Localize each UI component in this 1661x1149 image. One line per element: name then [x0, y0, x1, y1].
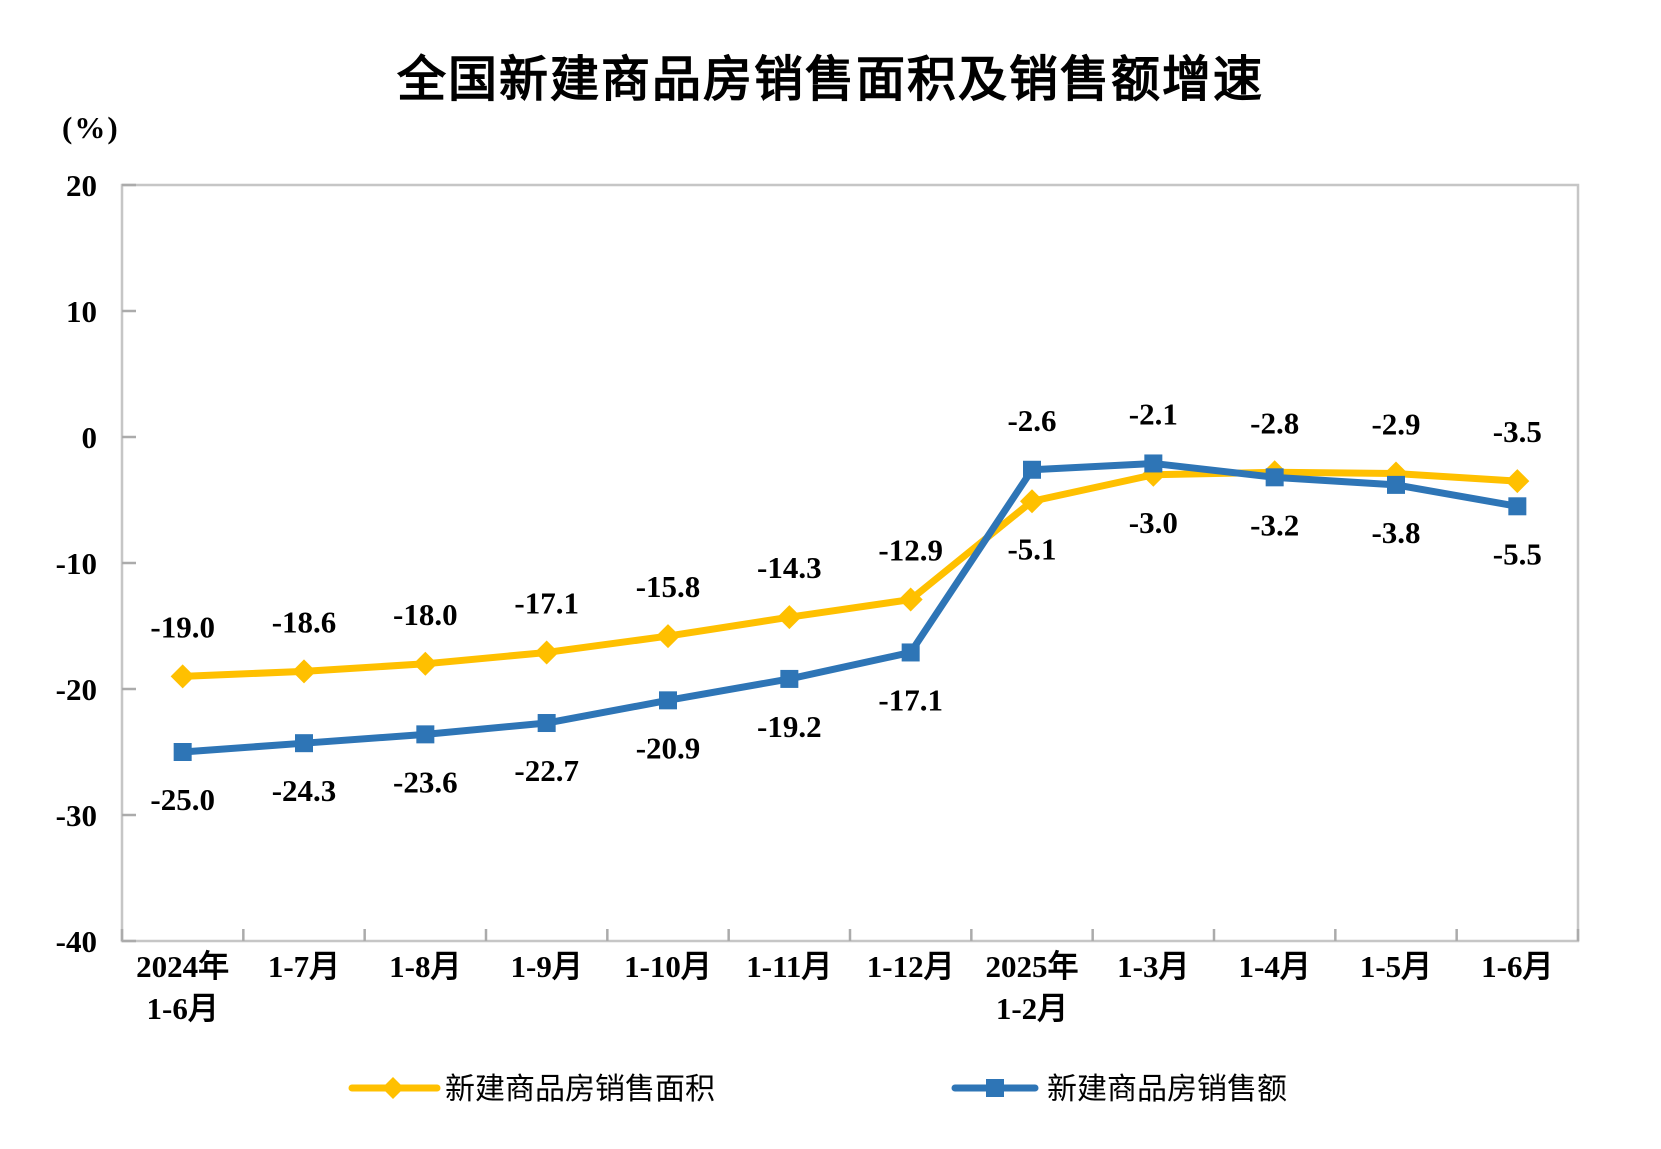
marker-square	[780, 669, 799, 688]
y-axis-tick-label: -10	[56, 546, 97, 581]
y-axis-tick-label: 20	[66, 168, 97, 203]
marker-square	[295, 734, 313, 753]
x-axis-label: 1-3月	[1117, 949, 1189, 984]
y-axis-tick-label: 10	[66, 294, 97, 329]
y-axis-tick-label: -20	[56, 672, 97, 707]
x-axis-label: 1-12月	[867, 949, 955, 984]
data-label: -19.0	[150, 609, 215, 644]
data-label: -23.6	[393, 764, 458, 799]
x-axis-label: 1-6月	[1481, 949, 1553, 984]
x-axis-label: 1-5月	[1360, 949, 1432, 984]
data-label: -24.3	[272, 773, 337, 808]
series-line-amount	[179, 459, 1521, 756]
marker-diamond	[1505, 469, 1530, 494]
data-label: -22.7	[514, 753, 579, 788]
y-axis-tick-label: -30	[56, 798, 97, 833]
x-axis-label: 1-11月	[746, 949, 832, 984]
x-axis-label: 1-7月	[268, 949, 340, 984]
marker-diamond	[777, 605, 802, 630]
data-label: -2.1	[1129, 396, 1178, 431]
data-label: -5.1	[1007, 531, 1056, 566]
data-label: -19.2	[757, 709, 822, 744]
marker-diamond	[170, 664, 195, 689]
series-line-area	[179, 468, 1521, 680]
x-axis-label: 1-8月	[389, 949, 461, 984]
marker-diamond	[292, 659, 316, 684]
x-axis-sublabel: 1-6月	[147, 991, 219, 1026]
y-axis-tick-label: 0	[82, 420, 98, 455]
data-label: -2.9	[1371, 407, 1420, 442]
marker-square	[659, 691, 677, 710]
data-label: -17.1	[878, 682, 943, 717]
data-label: -18.0	[393, 597, 458, 632]
marker-diamond	[534, 640, 559, 665]
data-label: -3.8	[1371, 515, 1420, 550]
marker-square	[416, 725, 435, 744]
marker-diamond	[656, 624, 680, 649]
x-axis-label: 1-10月	[624, 949, 712, 984]
y-axis-unit-label: (%)	[62, 110, 120, 145]
legend-label: 新建商品房销售面积	[445, 1073, 715, 1106]
data-label: -20.9	[636, 730, 701, 765]
x-axis-label: 1-4月	[1239, 949, 1311, 984]
legend-label: 新建商品房销售额	[1047, 1073, 1287, 1106]
data-label: -17.1	[514, 585, 579, 620]
data-label: -25.0	[150, 782, 215, 817]
marker-square	[1023, 460, 1041, 479]
marker-diamond	[1020, 489, 1044, 514]
legend-marker-diamond	[382, 1077, 404, 1099]
x-axis-label: 1-9月	[511, 949, 583, 984]
data-label: -3.5	[1493, 414, 1542, 449]
data-label: -2.8	[1250, 405, 1299, 440]
data-label: -12.9	[878, 533, 943, 568]
marker-square	[901, 643, 920, 662]
legend-marker-square	[986, 1079, 1004, 1097]
marker-square	[1508, 497, 1527, 516]
data-label: -3.0	[1129, 505, 1178, 540]
marker-square	[1144, 454, 1163, 473]
data-label: -5.5	[1493, 536, 1542, 571]
marker-diamond	[898, 587, 923, 612]
chart-title: 全国新建商品房销售面积及销售额增速	[396, 53, 1264, 107]
data-label: -18.6	[272, 604, 337, 639]
y-axis-tick-label: -40	[56, 924, 97, 959]
marker-square	[1387, 475, 1405, 494]
data-label: -14.3	[757, 550, 822, 585]
x-axis-sublabel: 1-2月	[996, 991, 1068, 1026]
data-label: -2.6	[1007, 403, 1056, 438]
data-label: -15.8	[636, 569, 701, 604]
plot-frame	[120, 183, 1580, 943]
x-axis-label: 2025年	[986, 949, 1079, 984]
marker-diamond	[413, 651, 438, 676]
data-label: -3.2	[1250, 507, 1299, 542]
marker-square	[537, 714, 556, 733]
marker-square	[1265, 468, 1284, 487]
x-axis-label: 2024年	[136, 949, 229, 984]
marker-square	[173, 743, 192, 761]
